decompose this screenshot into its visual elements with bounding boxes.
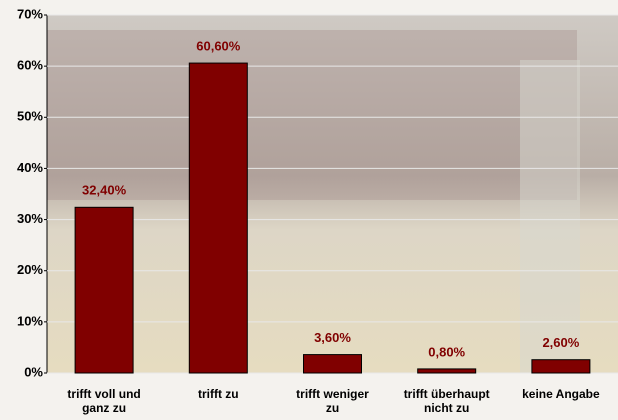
value-label: 32,40%	[82, 183, 127, 198]
y-tick-label: 20%	[17, 262, 43, 277]
bar	[189, 63, 247, 373]
bar	[75, 207, 133, 373]
bar	[418, 369, 476, 373]
value-label: 0,80%	[428, 344, 465, 359]
y-tick-label: 0%	[24, 364, 43, 379]
bar	[532, 360, 590, 373]
building-facade	[47, 30, 577, 200]
value-label: 60,60%	[196, 39, 241, 54]
x-tick-label: keine Angabe	[501, 387, 618, 401]
y-tick-label: 30%	[17, 211, 43, 226]
x-tick-label: trifft überhaupt nicht zu	[387, 387, 507, 415]
x-tick-label: trifft weniger zu	[273, 387, 393, 415]
glass-tower	[520, 60, 580, 373]
y-tick-label: 40%	[17, 160, 43, 175]
y-tick-label: 60%	[17, 58, 43, 73]
value-label: 2,60%	[542, 335, 579, 350]
y-tick-label: 10%	[17, 313, 43, 328]
chart: 0% 10% 20% 30% 40% 50% 60% 70% 32,40% 60,60% 3,60%…	[0, 0, 618, 420]
x-tick-label: trifft zu	[158, 387, 278, 401]
value-label: 3,60%	[314, 330, 351, 345]
x-tick-label: trifft voll und ganz zu	[44, 387, 164, 415]
chart-svg: 0% 10% 20% 30% 40% 50% 60% 70% 32,40% 60,60% 3,60%…	[0, 0, 618, 420]
y-tick-label: 50%	[17, 109, 43, 124]
y-tick-label: 70%	[17, 6, 43, 21]
bar	[304, 355, 362, 373]
